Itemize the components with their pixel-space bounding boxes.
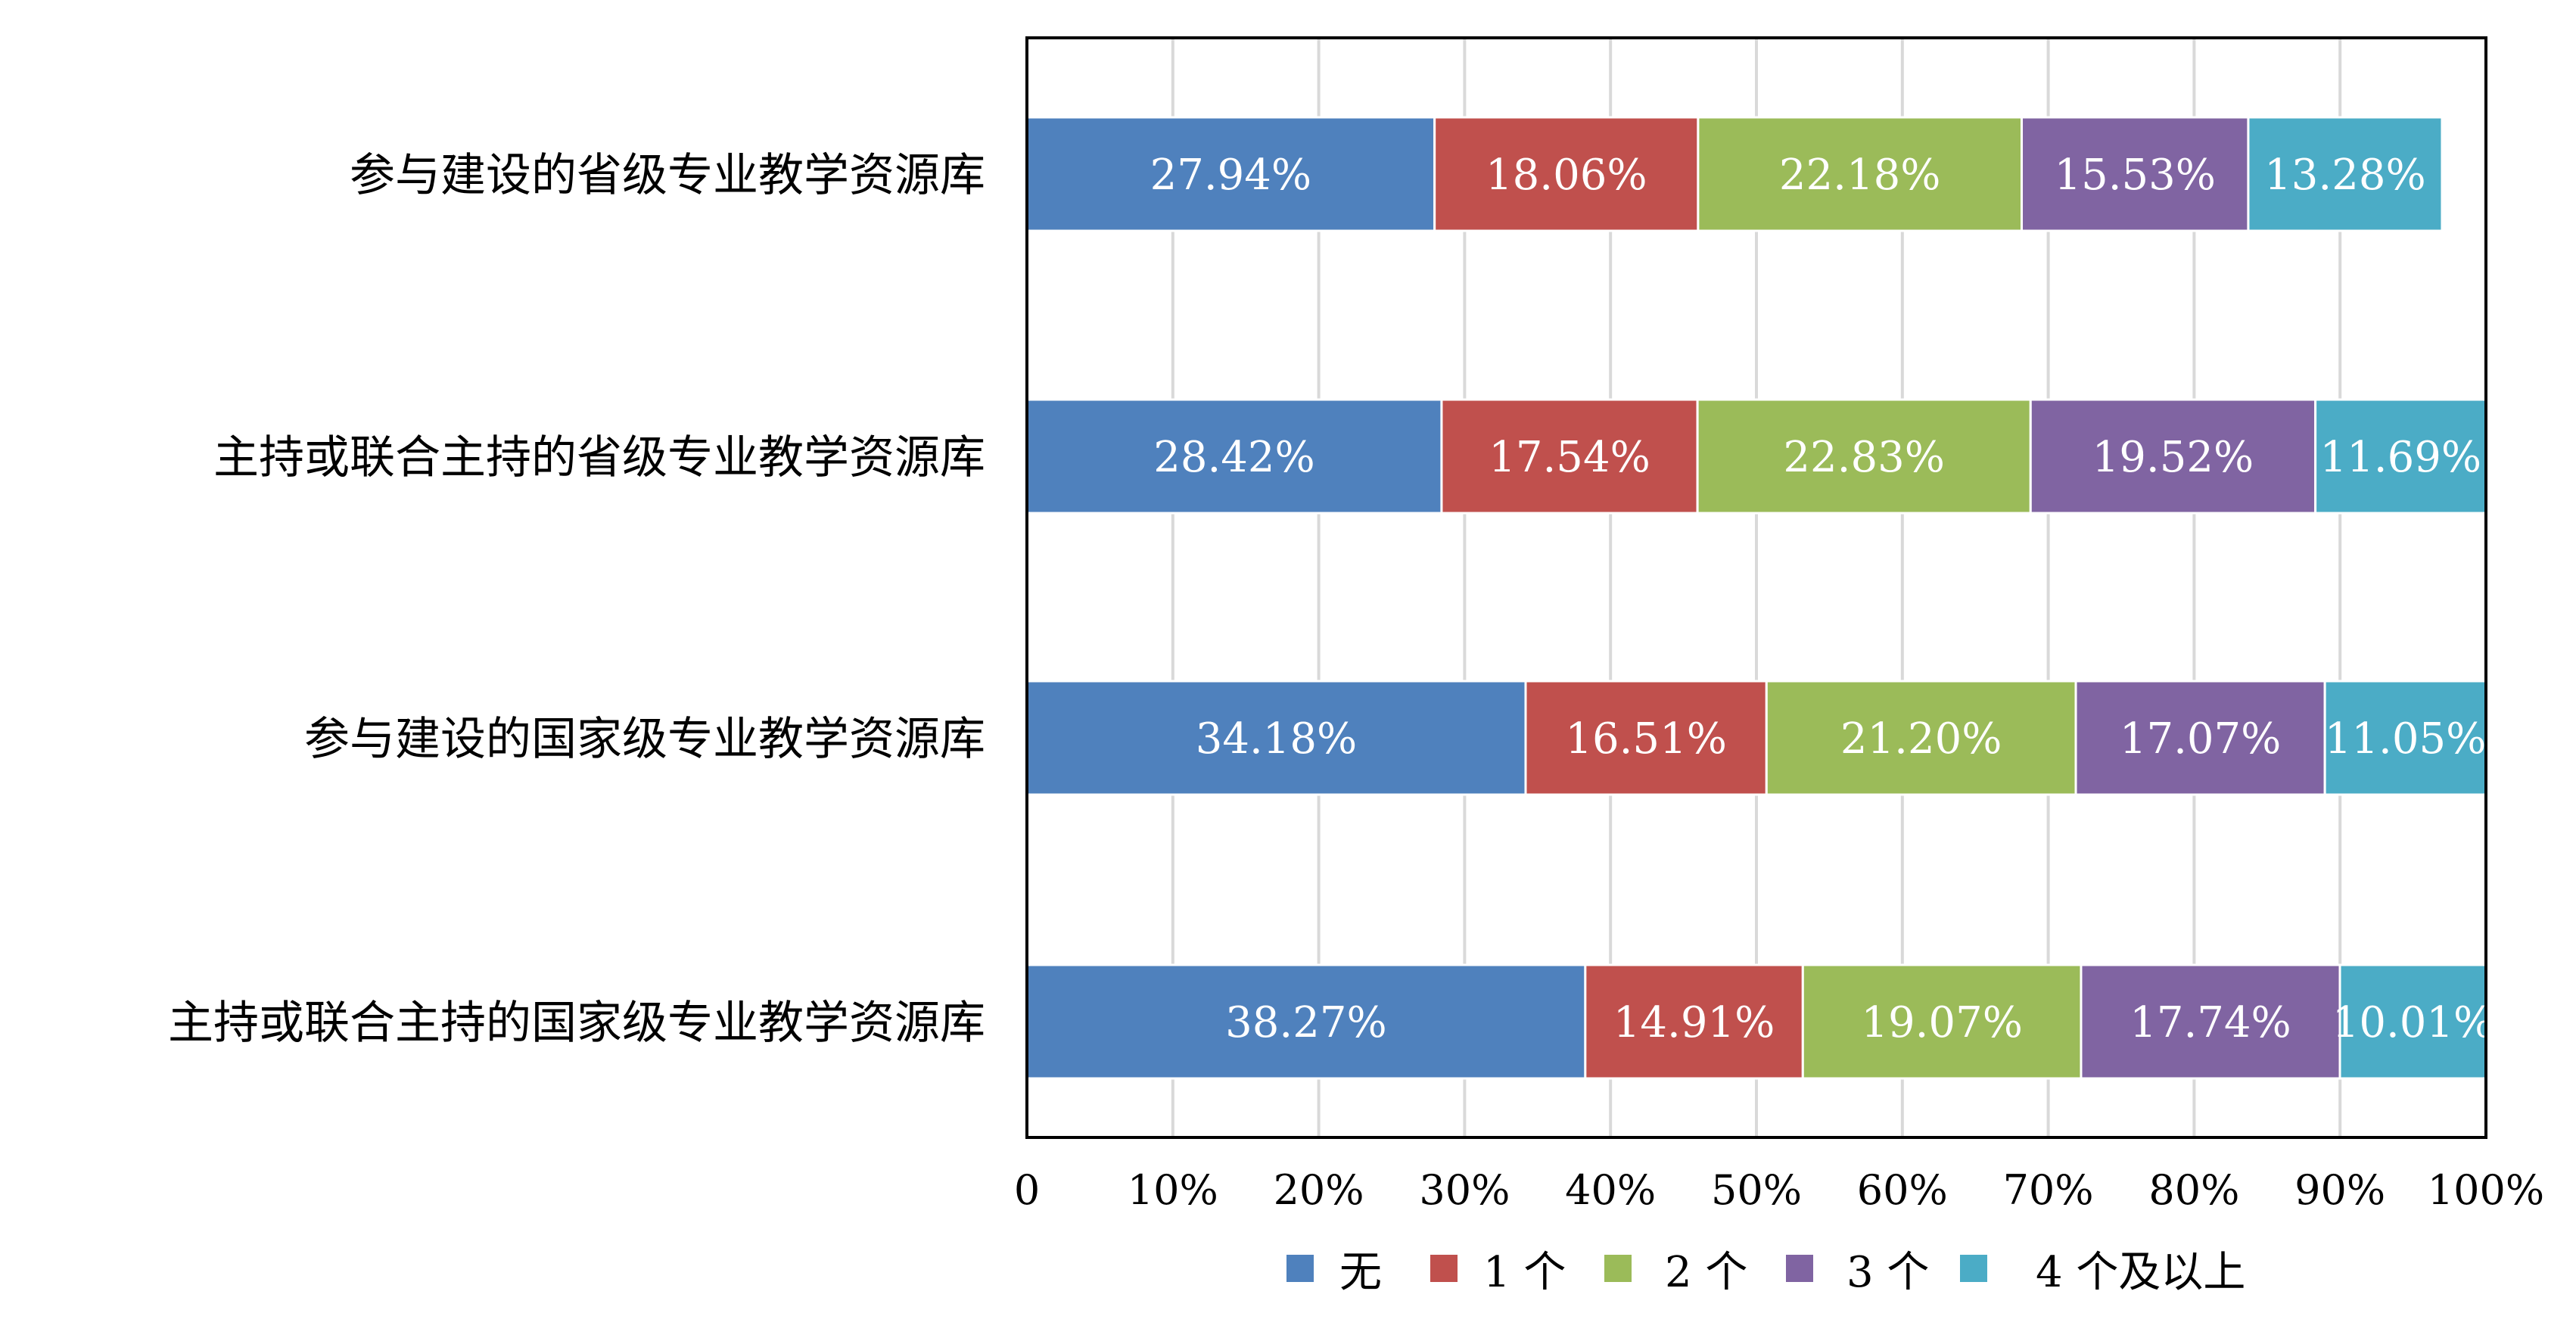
x-tick-label: 20% [1274, 1166, 1364, 1214]
legend-label: 无 [1339, 1248, 1382, 1297]
category-label: 参与建设的国家级专业教学资源库 [304, 713, 985, 766]
plot-frame [1025, 36, 2487, 1139]
data-label: 16.51% [1565, 714, 1727, 764]
data-label: 15.53% [2054, 151, 2216, 200]
data-label: 17.54% [1489, 433, 1650, 482]
bar-segment [2247, 116, 2444, 232]
bar-segment [1433, 116, 1700, 232]
x-tick-label: 90% [2294, 1166, 2385, 1214]
bar-segment [1697, 116, 2024, 232]
legend-label: 4 个及以上 [2036, 1248, 2245, 1297]
x-tick-label: 30% [1419, 1166, 1510, 1214]
legend-label: 2 个 [1665, 1248, 1747, 1297]
data-label: 14.91% [1613, 998, 1775, 1047]
bar-segment [2080, 963, 2341, 1080]
bar-segment [2021, 116, 2250, 232]
data-label: 21.20% [1840, 714, 2002, 764]
bar-segment [2323, 680, 2487, 796]
bar-segment [2314, 398, 2487, 515]
data-label: 18.06% [1486, 151, 1647, 200]
data-label: 22.83% [1783, 433, 1945, 482]
legend-swatch [1430, 1255, 1458, 1282]
x-tick-label: 40% [1565, 1166, 1656, 1214]
data-label: 19.52% [2092, 433, 2254, 482]
legend-swatch [1604, 1255, 1632, 1282]
category-label: 主持或联合主持的省级专业教学资源库 [213, 431, 985, 484]
data-label: 22.18% [1779, 151, 1941, 200]
x-tick-label: 100% [2428, 1166, 2544, 1214]
category-label: 参与建设的省级专业教学资源库 [350, 149, 985, 202]
data-label: 28.42% [1153, 433, 1315, 482]
data-label: 13.28% [2264, 151, 2426, 200]
data-label: 17.74% [2130, 998, 2291, 1047]
data-label: 19.07% [1861, 998, 2023, 1047]
x-tick-label: 80% [2148, 1166, 2239, 1214]
category-label: 主持或联合主持的国家级专业教学资源库 [168, 997, 985, 1050]
data-label: 38.27% [1225, 998, 1387, 1047]
bar-segment [2029, 398, 2317, 515]
bar-segment [1440, 398, 1699, 515]
legend-swatch [1960, 1255, 1987, 1282]
bar-segment [1025, 680, 1527, 796]
x-tick-label: 0 [1014, 1166, 1040, 1214]
bar-segment [1765, 680, 2077, 796]
x-tick-label: 60% [1857, 1166, 1948, 1214]
bar-segment [2074, 680, 2326, 796]
data-label: 17.07% [2120, 714, 2282, 764]
legend-label: 1 个 [1483, 1248, 1566, 1297]
bar-segment [1696, 398, 2032, 515]
bar-segment [1801, 963, 2083, 1080]
legend-label: 3 个 [1846, 1248, 1929, 1297]
data-label: 34.18% [1196, 714, 1358, 764]
data-label: 27.94% [1150, 151, 1312, 200]
x-tick-label: 70% [2003, 1166, 2094, 1214]
bar-segment [1584, 963, 1804, 1080]
x-tick-label: 10% [1128, 1166, 1218, 1214]
bar-segment [1025, 398, 1443, 515]
bar-segment [1025, 963, 1587, 1080]
data-label: 10.01% [2332, 998, 2494, 1047]
data-label: 11.05% [2325, 714, 2487, 764]
x-tick-label: 50% [1711, 1166, 1802, 1214]
legend-swatch [1286, 1255, 1314, 1282]
legend-swatch [1786, 1255, 1813, 1282]
data-label: 11.69% [2320, 433, 2482, 482]
